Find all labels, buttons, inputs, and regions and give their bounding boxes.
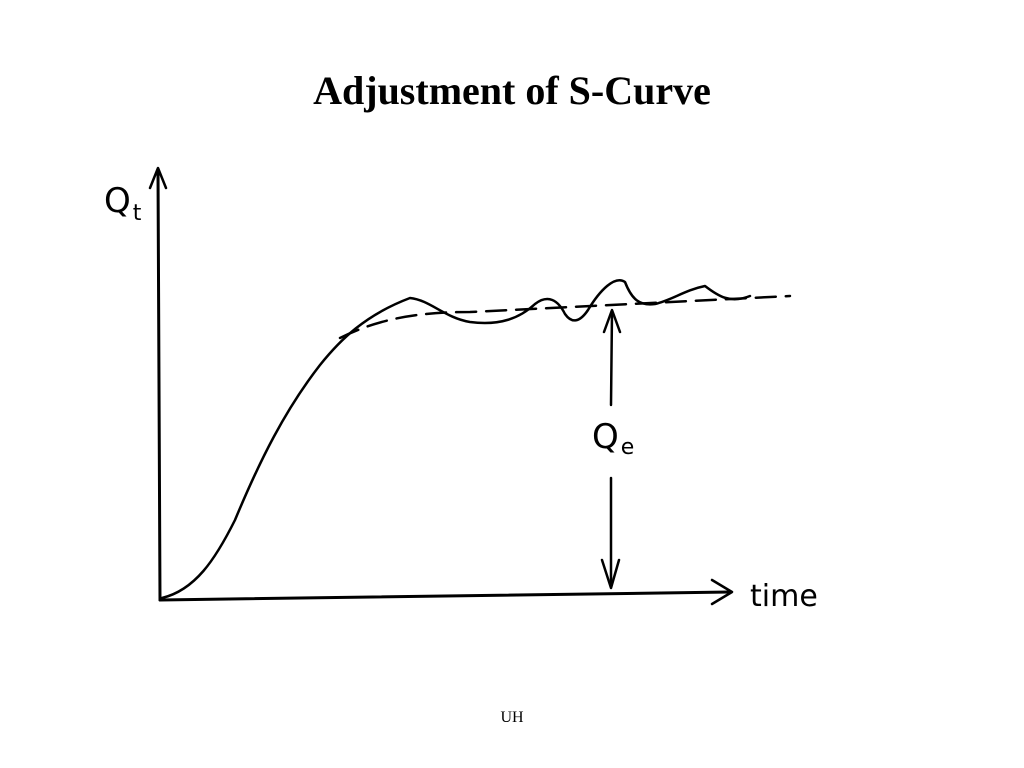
qe-double-arrow-upper: [609, 310, 614, 407]
x-axis-label: time: [750, 579, 818, 614]
qe-arrowhead-bottom: [600, 558, 621, 590]
equilibrium-label: Qe: [592, 417, 634, 460]
qe-arrowhead-top: [602, 308, 622, 334]
x-axis: [158, 590, 732, 602]
x-axis-arrowhead: [710, 578, 734, 606]
equilibrium-dashed-line: [338, 294, 792, 340]
y-axis-label: Qt: [104, 181, 142, 226]
y-axis: [156, 168, 162, 602]
footer-text: UH: [500, 709, 524, 726]
s-curve: [160, 279, 752, 600]
y-axis-arrowhead: [148, 166, 168, 190]
slide-title: Adjustment of S-Curve: [313, 68, 711, 113]
